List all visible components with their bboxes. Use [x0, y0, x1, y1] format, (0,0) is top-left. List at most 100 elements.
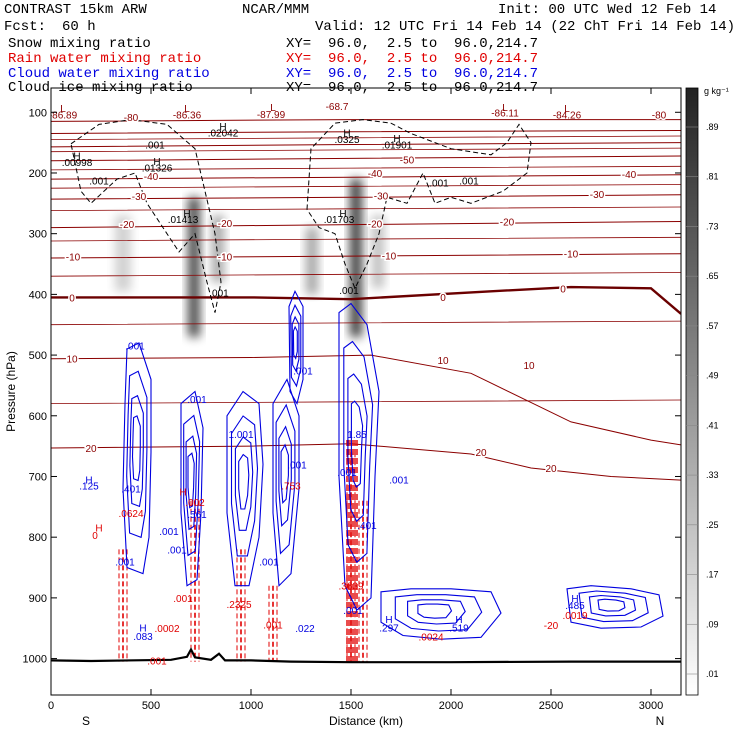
cloud-water-contour-1-3 — [187, 452, 195, 509]
cloud-water-contour-5-1 — [343, 340, 374, 564]
x-tick-label-3000: 3000 — [639, 700, 663, 712]
isotherm-label-16: -10 — [564, 250, 579, 261]
cloud-water-contour-0-0 — [122, 342, 152, 575]
isotherm-0 — [51, 285, 681, 315]
annotation-28: .01703 — [324, 215, 355, 226]
isotherm-minor-7 — [51, 320, 681, 326]
annotation-67: .0024 — [418, 633, 443, 644]
annotation-41: .753 — [281, 482, 301, 493]
colorbar: g kg⁻¹ .01 .09 .17 .25 .33 .41 .49 .57 .65 .73 .81.… — [685, 86, 729, 696]
x-tick-label-1500: 1500 — [339, 700, 363, 712]
field-xy-rain: XY= 96.0, 2.5 to 96.0,214.7 — [286, 51, 539, 67]
y-tick-label-1000: 1000 — [23, 654, 47, 666]
snow-contours — [70, 119, 532, 313]
x-tick-label-2000: 2000 — [439, 700, 463, 712]
cloud-water-contour-1-0 — [180, 390, 204, 587]
annotation-21: .01326 — [142, 164, 173, 175]
annotation-20: H — [153, 157, 160, 168]
annotation-53: .001 — [167, 545, 187, 556]
annotation-60: H — [139, 624, 146, 635]
annotation-15: H — [393, 134, 400, 145]
colorbar-label-11: .89 — [706, 122, 719, 132]
isotherm-label-17: 0 — [69, 293, 75, 304]
annotation-25: H — [183, 209, 190, 220]
cloud-water-contour-1-1 — [183, 414, 201, 557]
annotation-43: .001 — [389, 476, 409, 487]
isotherm-label-6: -30 — [132, 192, 147, 203]
y-tick-label-500: 500 — [29, 350, 47, 362]
colorbar-label-4: .33 — [706, 470, 719, 480]
annotation-70: .0019 — [562, 611, 587, 622]
snow-contour-1 — [306, 119, 532, 290]
x-tick-label-0: 0 — [48, 700, 54, 712]
valid-time: Valid: 12 UTC Fri 14 Feb 14 (22 ChT Fri … — [315, 19, 736, 35]
isotherm--50 — [51, 155, 681, 162]
colorbar-label-2: .17 — [706, 570, 719, 580]
plot-frame — [50, 87, 682, 696]
cloud-water-contour-1-2 — [185, 435, 198, 531]
annotation-3: -86.36 — [173, 111, 202, 122]
y-tick-label-700: 700 — [29, 471, 47, 483]
isotherm-minor-0 — [51, 135, 681, 140]
isotherm-label-20: 10 — [66, 355, 78, 366]
y-axis-label: Pressure (hPa) — [4, 351, 18, 432]
annotation-4: L — [270, 103, 276, 114]
annotation-54: .3639 — [338, 582, 363, 593]
annotation-2: L — [184, 104, 190, 115]
annotation-72: .001 — [147, 656, 167, 667]
colorbar-label-1: .09 — [706, 619, 719, 629]
ice-column-1 — [188, 197, 200, 337]
isotherm--60 — [51, 142, 681, 148]
annotation-9: L — [564, 104, 570, 115]
colorbar-label-3: .25 — [706, 520, 719, 530]
annotation-45: .0624 — [118, 509, 143, 520]
annotation-29: .001 — [209, 289, 229, 300]
isotherm-10 — [51, 354, 681, 446]
annotation-32: .001 — [293, 366, 313, 377]
cloud-water-contour-2-2 — [234, 436, 254, 531]
cloud-water-contour-6-3 — [417, 603, 453, 619]
annotation-46: .561 — [187, 510, 207, 521]
annotation-34: 1.001 — [228, 430, 253, 441]
x-end-label-north: N — [656, 714, 665, 728]
annotation-13: H — [343, 128, 350, 139]
annotation-7: L — [502, 103, 508, 114]
annotation-52: .001 — [259, 557, 279, 568]
cloud-water-contour-2-0 — [226, 390, 264, 587]
isotherm-label-23: 20 — [85, 444, 97, 455]
isotherm--80 — [51, 119, 681, 122]
field-name-snow: Snow mixing ratio — [8, 36, 151, 52]
isotherm-label-22: 10 — [523, 361, 535, 372]
isotherm-label-5: -40 — [622, 170, 637, 181]
isotherm-label-19: 0 — [560, 284, 566, 295]
y-tick-label-200: 200 — [29, 168, 47, 180]
annotation-42: .001 — [337, 468, 357, 479]
annotation-11: H — [219, 122, 226, 133]
x-end-label-south: S — [82, 714, 90, 728]
x-tick-label-2500: 2500 — [539, 700, 563, 712]
annotation-68: H — [571, 594, 578, 605]
terrain-line — [51, 647, 681, 664]
annotation-35: 1.85 — [347, 430, 367, 441]
annotation-55: .001 — [173, 594, 193, 605]
cloud-water-contour-4-1 — [290, 303, 302, 388]
isotherm-label-12: -20 — [500, 218, 515, 229]
isotherm--30 — [51, 194, 681, 200]
annotation-66: .519 — [449, 624, 469, 635]
ice-column-3 — [306, 227, 318, 295]
isotherm-label-13: -10 — [66, 253, 81, 264]
cloud-water-contour-5-0 — [338, 302, 380, 611]
colorbar-ramp — [685, 87, 699, 696]
cloud-water-contour-3-1 — [275, 403, 296, 555]
isotherm-minor-6 — [51, 272, 681, 277]
annotation-14: .0325 — [334, 135, 359, 146]
ice-column-5 — [372, 215, 384, 289]
colorbar-label-7: .57 — [706, 321, 719, 331]
cloud-ice-shading — [115, 179, 384, 337]
cloud-water-contour-7-3 — [597, 598, 626, 612]
isotherm--70 — [51, 130, 681, 134]
y-tick-label-600: 600 — [29, 411, 47, 423]
isotherm-label-2: -50 — [400, 156, 415, 167]
colorbar-label-0: .01 — [706, 669, 719, 679]
cloud-water-contour-4-0 — [288, 289, 304, 406]
